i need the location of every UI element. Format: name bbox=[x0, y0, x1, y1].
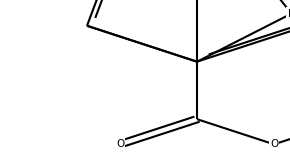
Text: O: O bbox=[270, 139, 278, 149]
Text: O: O bbox=[116, 139, 124, 149]
Text: N: N bbox=[288, 9, 290, 19]
